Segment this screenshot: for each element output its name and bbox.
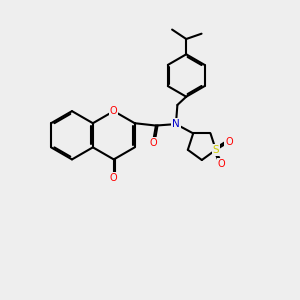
Text: S: S	[212, 145, 219, 155]
Text: O: O	[149, 138, 157, 148]
Text: O: O	[225, 137, 232, 147]
Text: O: O	[110, 106, 118, 116]
Text: O: O	[110, 173, 118, 183]
Text: O: O	[218, 159, 225, 169]
Text: N: N	[172, 119, 180, 129]
